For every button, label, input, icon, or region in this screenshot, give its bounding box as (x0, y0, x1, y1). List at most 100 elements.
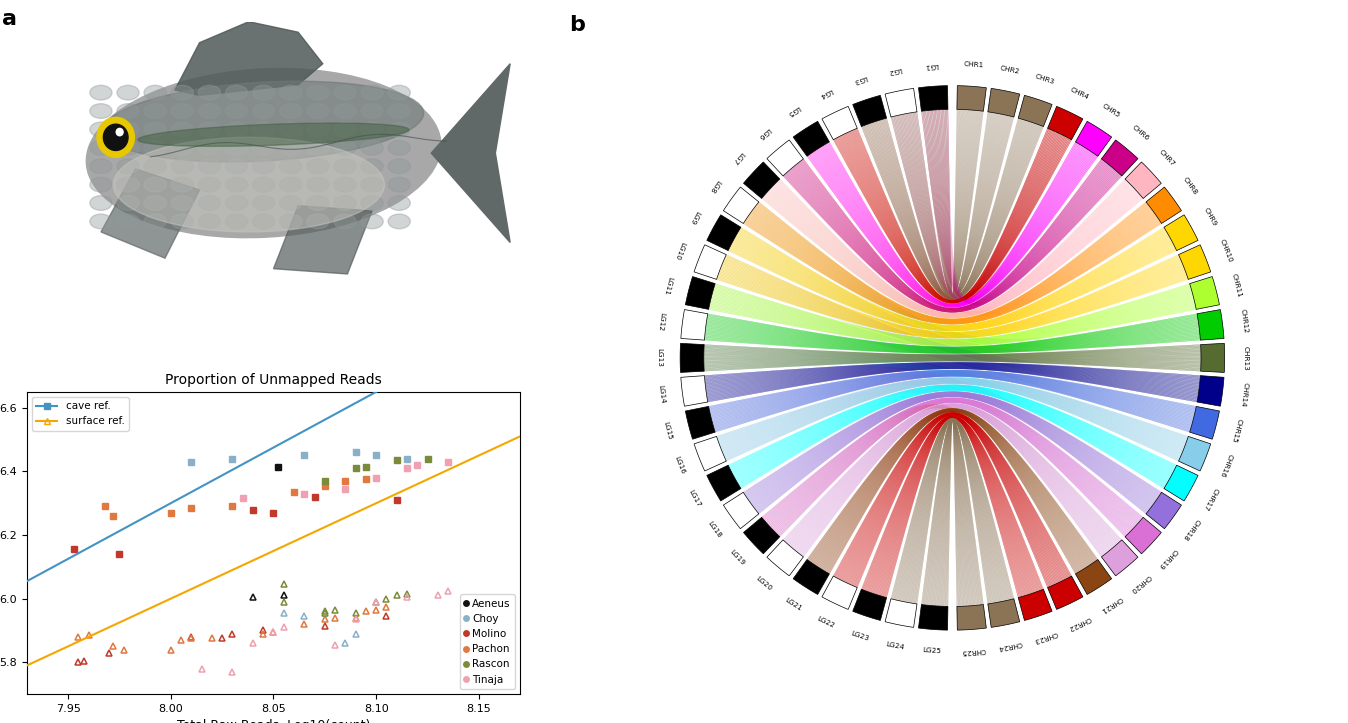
Title: Proportion of Unmapped Reads: Proportion of Unmapped Reads (164, 372, 381, 387)
Polygon shape (1197, 376, 1224, 406)
Ellipse shape (388, 85, 410, 100)
Ellipse shape (334, 196, 356, 210)
Polygon shape (101, 169, 200, 258)
Ellipse shape (361, 103, 383, 119)
Ellipse shape (90, 196, 112, 210)
X-axis label: Total Raw Reads, Log10(count): Total Raw Reads, Log10(count) (177, 719, 371, 723)
Polygon shape (1047, 576, 1082, 609)
Ellipse shape (252, 85, 275, 100)
Polygon shape (1101, 140, 1138, 176)
Text: CHR12: CHR12 (1239, 309, 1248, 334)
Ellipse shape (113, 137, 384, 232)
Text: LG19: LG19 (729, 549, 747, 567)
Polygon shape (886, 88, 917, 117)
Ellipse shape (90, 140, 112, 155)
Polygon shape (793, 560, 829, 594)
Ellipse shape (117, 103, 139, 119)
Ellipse shape (334, 103, 356, 119)
Polygon shape (988, 599, 1019, 628)
Polygon shape (853, 589, 887, 620)
Text: CHR9: CHR9 (1202, 207, 1217, 228)
Polygon shape (918, 85, 948, 111)
Ellipse shape (361, 85, 383, 100)
Text: CHR14: CHR14 (1239, 382, 1248, 407)
Polygon shape (853, 95, 887, 127)
Text: CHR21: CHR21 (1099, 596, 1123, 614)
Text: CHR7: CHR7 (1158, 148, 1177, 167)
Text: CHR18: CHR18 (1181, 518, 1200, 542)
Text: LG24: LG24 (886, 641, 905, 651)
Ellipse shape (225, 196, 248, 210)
Ellipse shape (388, 159, 410, 174)
Polygon shape (1197, 309, 1224, 340)
Text: LG22: LG22 (816, 616, 836, 630)
Ellipse shape (252, 196, 275, 210)
Circle shape (104, 124, 128, 150)
Polygon shape (175, 22, 322, 95)
Ellipse shape (137, 123, 408, 146)
Text: CHR16: CHR16 (1219, 453, 1233, 478)
Polygon shape (681, 309, 708, 340)
Ellipse shape (90, 214, 112, 228)
Ellipse shape (225, 214, 248, 228)
Ellipse shape (144, 140, 166, 155)
Ellipse shape (279, 214, 302, 228)
Polygon shape (744, 518, 779, 554)
Text: LG11: LG11 (663, 275, 673, 295)
Ellipse shape (225, 122, 248, 137)
Text: LG18: LG18 (706, 520, 723, 539)
Polygon shape (1018, 95, 1051, 127)
Polygon shape (793, 121, 829, 156)
Polygon shape (1178, 437, 1211, 471)
Text: LG6: LG6 (756, 126, 771, 140)
Text: CHR1: CHR1 (962, 61, 984, 69)
Text: CHR11: CHR11 (1231, 273, 1243, 298)
Text: CHR10: CHR10 (1219, 238, 1233, 263)
Circle shape (116, 129, 123, 136)
Ellipse shape (361, 122, 383, 137)
Ellipse shape (361, 196, 383, 210)
Ellipse shape (361, 177, 383, 192)
Ellipse shape (198, 159, 221, 174)
Ellipse shape (104, 81, 423, 162)
Ellipse shape (171, 177, 193, 192)
Ellipse shape (307, 85, 329, 100)
Polygon shape (1047, 106, 1082, 140)
Ellipse shape (252, 214, 275, 228)
Polygon shape (706, 215, 741, 251)
Text: CHR3: CHR3 (1035, 73, 1055, 85)
Ellipse shape (279, 159, 302, 174)
Ellipse shape (144, 214, 166, 228)
Polygon shape (1163, 465, 1198, 501)
Text: LG20: LG20 (755, 575, 774, 591)
Text: LG23: LG23 (849, 630, 869, 642)
Polygon shape (767, 140, 803, 176)
Polygon shape (724, 492, 759, 529)
Polygon shape (886, 599, 917, 628)
Text: CHR5: CHR5 (1101, 103, 1122, 119)
Ellipse shape (307, 196, 329, 210)
Ellipse shape (144, 177, 166, 192)
Text: CHR13: CHR13 (1243, 346, 1250, 370)
Polygon shape (767, 540, 803, 576)
Ellipse shape (117, 177, 139, 192)
Text: LG10: LG10 (673, 241, 686, 260)
Text: CHR24: CHR24 (998, 641, 1022, 651)
Ellipse shape (252, 177, 275, 192)
Ellipse shape (198, 214, 221, 228)
Polygon shape (1146, 187, 1181, 223)
Text: CHR23: CHR23 (1033, 630, 1058, 643)
Text: CHR22: CHR22 (1066, 615, 1092, 630)
Polygon shape (1101, 540, 1138, 576)
Ellipse shape (307, 177, 329, 192)
Polygon shape (1190, 406, 1220, 439)
Ellipse shape (117, 214, 139, 228)
Ellipse shape (279, 103, 302, 119)
Ellipse shape (307, 103, 329, 119)
Ellipse shape (171, 122, 193, 137)
Ellipse shape (307, 122, 329, 137)
Ellipse shape (117, 85, 139, 100)
Ellipse shape (361, 159, 383, 174)
Ellipse shape (307, 140, 329, 155)
Ellipse shape (225, 159, 248, 174)
